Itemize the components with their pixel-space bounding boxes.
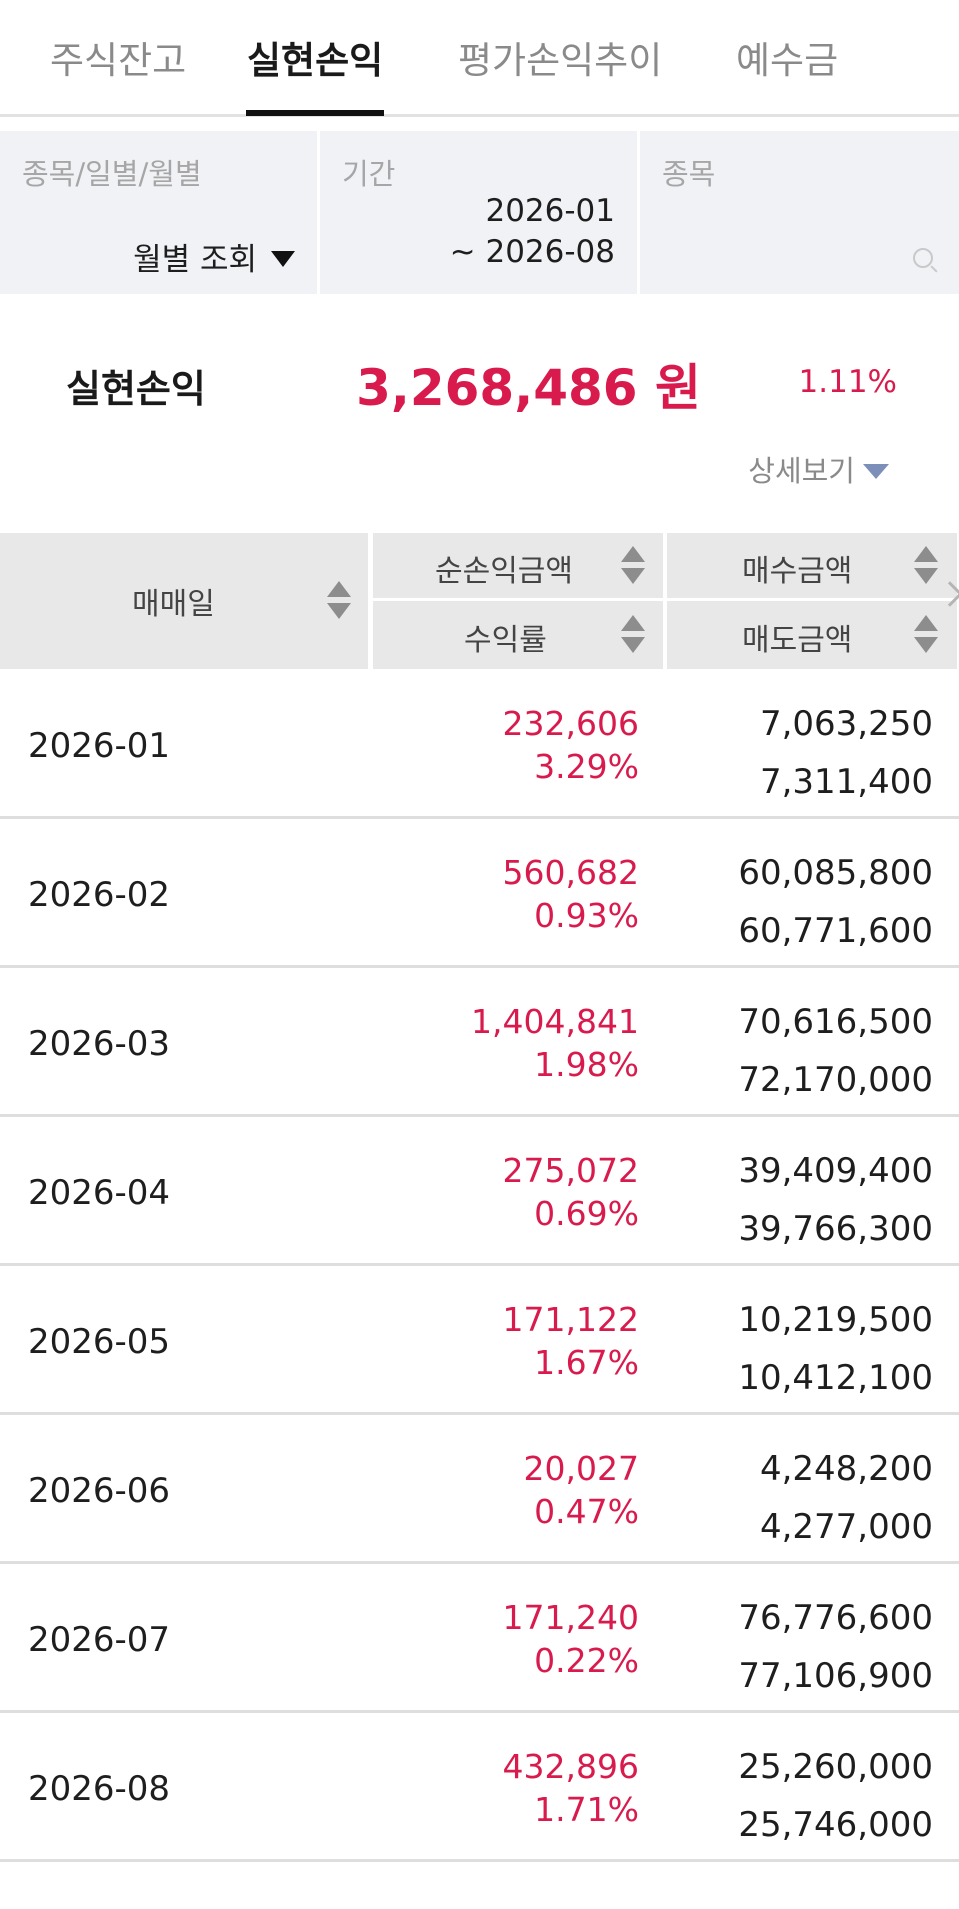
row-return-rate: 0.47%: [534, 1492, 639, 1531]
row-net-pnl: 20,027: [523, 1449, 639, 1488]
row-date: 2026-07: [28, 1620, 171, 1660]
summary-rate: 1.11%: [798, 364, 897, 400]
sort-icon: [914, 546, 938, 586]
row-date: 2026-05: [28, 1322, 171, 1362]
active-tab-indicator: [246, 110, 384, 116]
row-buy-amount: 7,063,250: [759, 704, 933, 744]
table-row[interactable]: 2026-04 275,072 0.69% 39,409,400 39,766,…: [0, 1117, 959, 1266]
row-buy-amount: 10,219,500: [738, 1300, 933, 1340]
search-icon[interactable]: [913, 248, 933, 268]
pnl-table-body: 2026-01 232,606 3.29% 7,063,250 7,311,40…: [0, 670, 959, 1862]
detail-view-label: 상세보기: [748, 454, 855, 488]
table-row[interactable]: 2026-06 20,027 0.47% 4,248,200 4,277,000: [0, 1415, 959, 1564]
triangle-down-icon: [863, 463, 889, 479]
row-sell-amount: 7,311,400: [759, 762, 933, 802]
row-buy-amount: 39,409,400: [738, 1151, 933, 1191]
tab-stock-balance[interactable]: 주식잔고: [50, 39, 187, 82]
row-net-pnl: 232,606: [502, 704, 639, 743]
view-type-label: 종목/일별/월별: [22, 157, 202, 191]
view-type-selector[interactable]: 종목/일별/월별 월별 조회: [0, 131, 317, 294]
stock-search-field[interactable]: 종목: [640, 131, 959, 294]
sort-icon: [621, 546, 645, 586]
stock-label: 종목: [662, 157, 716, 191]
row-sell-amount: 77,106,900: [738, 1656, 933, 1696]
table-header: 매매일 순손익금액 수익률 매수금액 매도금액: [0, 533, 959, 669]
row-net-pnl: 171,122: [502, 1300, 639, 1339]
row-return-rate: 1.98%: [534, 1045, 639, 1084]
table-row[interactable]: 2026-05 171,122 1.67% 10,219,500 10,412,…: [0, 1266, 959, 1415]
header-date-label: 매매일: [132, 587, 215, 622]
view-type-value-text: 월별 조회: [133, 242, 257, 278]
row-buy-amount: 25,260,000: [738, 1747, 933, 1787]
row-net-pnl: 171,240: [502, 1598, 639, 1637]
period-selector[interactable]: 기간 2026-01 ~ 2026-08: [320, 131, 637, 294]
tab-valuation-trend[interactable]: 평가손익추이: [458, 39, 663, 82]
header-net-pnl[interactable]: 순손익금액: [373, 533, 663, 598]
sort-icon: [327, 581, 351, 621]
row-date: 2026-04: [28, 1173, 171, 1213]
dropdown-arrow-icon: [271, 250, 295, 267]
row-sell-amount: 72,170,000: [738, 1060, 933, 1100]
row-return-rate: 0.22%: [534, 1641, 639, 1680]
tab-realized-pnl[interactable]: 실현손익: [247, 39, 384, 82]
sort-icon: [914, 615, 938, 655]
row-buy-amount: 4,248,200: [759, 1449, 933, 1489]
view-type-value[interactable]: 월별 조회: [133, 234, 295, 279]
row-date: 2026-01: [28, 726, 171, 766]
row-sell-amount: 10,412,100: [738, 1358, 933, 1398]
row-net-pnl: 560,682: [502, 853, 639, 892]
row-date: 2026-08: [28, 1769, 171, 1809]
row-return-rate: 0.69%: [534, 1194, 639, 1233]
row-return-rate: 1.67%: [534, 1343, 639, 1382]
period-start: 2026-01: [485, 193, 615, 229]
header-net-pnl-label: 순손익금액: [435, 554, 573, 589]
period-end: ~ 2026-08: [449, 234, 615, 270]
header-return-rate-label: 수익률: [464, 623, 547, 658]
row-sell-amount: 60,771,600: [738, 911, 933, 951]
table-row[interactable]: 2026-01 232,606 3.29% 7,063,250 7,311,40…: [0, 670, 959, 819]
row-sell-amount: 25,746,000: [738, 1805, 933, 1845]
table-row[interactable]: 2026-07 171,240 0.22% 76,776,600 77,106,…: [0, 1564, 959, 1713]
table-row[interactable]: 2026-02 560,682 0.93% 60,085,800 60,771,…: [0, 819, 959, 968]
row-date: 2026-06: [28, 1471, 171, 1511]
row-date: 2026-02: [28, 875, 171, 915]
row-buy-amount: 70,616,500: [738, 1002, 933, 1042]
summary-label: 실현손익: [66, 367, 206, 411]
table-row[interactable]: 2026-03 1,404,841 1.98% 70,616,500 72,17…: [0, 968, 959, 1117]
row-net-pnl: 432,896: [502, 1747, 639, 1786]
detail-view-toggle[interactable]: 상세보기: [748, 448, 889, 490]
row-sell-amount: 39,766,300: [738, 1209, 933, 1249]
row-buy-amount: 76,776,600: [738, 1598, 933, 1638]
filter-bar: 종목/일별/월별 월별 조회 기간 2026-01 ~ 2026-08 종목: [0, 131, 959, 294]
row-date: 2026-03: [28, 1024, 171, 1064]
header-return-rate[interactable]: 수익률: [373, 601, 663, 669]
period-label: 기간: [342, 157, 396, 191]
summary-amount: 3,268,486 원: [356, 359, 701, 417]
row-return-rate: 3.29%: [534, 747, 639, 786]
tab-deposit[interactable]: 예수금: [736, 39, 839, 82]
header-sell-amount[interactable]: 매도금액: [667, 601, 957, 669]
header-sell-amount-label: 매도금액: [742, 623, 853, 658]
header-buy-amount-label: 매수금액: [742, 554, 853, 589]
header-date[interactable]: 매매일: [0, 533, 368, 669]
sort-icon: [621, 615, 645, 655]
row-return-rate: 0.93%: [534, 896, 639, 935]
table-row[interactable]: 2026-08 432,896 1.71% 25,260,000 25,746,…: [0, 1713, 959, 1862]
header-buy-amount[interactable]: 매수금액: [667, 533, 957, 598]
row-buy-amount: 60,085,800: [738, 853, 933, 893]
row-sell-amount: 4,277,000: [759, 1507, 933, 1547]
row-return-rate: 1.71%: [534, 1790, 639, 1829]
row-net-pnl: 275,072: [502, 1151, 639, 1190]
row-net-pnl: 1,404,841: [471, 1002, 639, 1041]
tab-bar: 주식잔고 실현손익 평가손익추이 예수금: [0, 0, 959, 117]
